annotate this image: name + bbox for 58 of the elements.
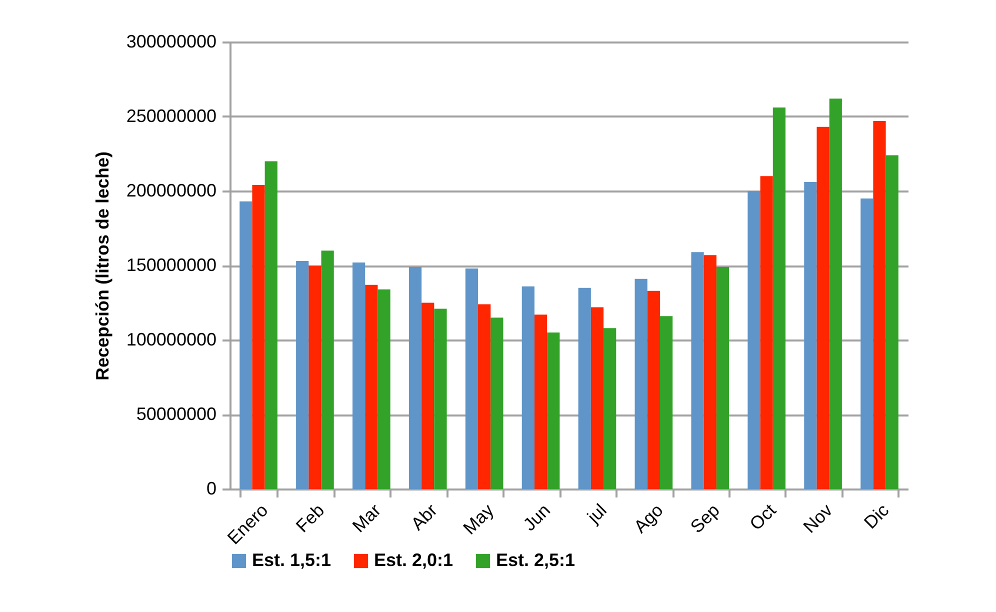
bar xyxy=(816,126,830,489)
bar xyxy=(240,201,252,489)
bar xyxy=(691,252,704,489)
bar xyxy=(634,278,648,489)
bar xyxy=(829,98,842,489)
y-tick-label: 250000000 xyxy=(126,106,216,126)
bar xyxy=(252,185,265,489)
x-tick-label: Abr xyxy=(407,500,442,534)
bar xyxy=(547,332,560,489)
bar xyxy=(604,328,616,489)
bar xyxy=(296,261,309,489)
y-tick-label: 200000000 xyxy=(126,180,216,200)
bar xyxy=(378,289,390,489)
bar xyxy=(886,155,898,489)
bar xyxy=(434,308,447,489)
bar xyxy=(408,266,422,489)
bar xyxy=(422,302,434,489)
y-tick-label: 100000000 xyxy=(126,330,216,350)
y-axis-title: Recepción (litros de leche) xyxy=(92,151,112,381)
bar xyxy=(352,262,366,489)
bar xyxy=(873,120,886,489)
x-tick-label: May xyxy=(459,500,498,538)
bar xyxy=(321,250,334,489)
bar xyxy=(490,318,504,489)
bar xyxy=(590,307,604,489)
y-tick-label: 300000000 xyxy=(126,32,216,52)
y-tick-label: 150000000 xyxy=(126,255,216,275)
bar xyxy=(264,161,278,489)
bar xyxy=(716,266,730,489)
bar xyxy=(578,288,591,489)
bar xyxy=(704,255,716,489)
bar xyxy=(465,268,478,489)
x-tick-label: Oct xyxy=(746,500,780,534)
bar xyxy=(647,290,660,489)
bar xyxy=(522,286,534,489)
x-tick-label: Sep xyxy=(686,500,724,537)
legend-label: Est. 2,0:1 xyxy=(374,550,454,570)
bar xyxy=(478,304,491,489)
legend-label: Est. 1,5:1 xyxy=(252,550,332,570)
bar xyxy=(760,176,773,489)
y-tick-label: 50000000 xyxy=(136,404,216,424)
x-tick-label: Dic xyxy=(860,500,893,533)
bar xyxy=(860,198,874,489)
x-tick-label: Mar xyxy=(348,500,385,536)
x-tick-label: jul xyxy=(582,500,610,528)
bar xyxy=(365,284,378,489)
bar xyxy=(534,314,548,489)
x-tick-label: Ago xyxy=(630,500,667,537)
bar xyxy=(748,191,760,489)
x-tick-label: Feb xyxy=(292,500,328,536)
legend-label: Est. 2,5:1 xyxy=(496,550,576,570)
bar xyxy=(660,316,673,489)
bar xyxy=(804,182,817,489)
bar xyxy=(308,266,322,489)
y-tick-label: 0 xyxy=(206,478,216,498)
x-tick-label: Jun xyxy=(519,500,554,535)
x-tick-label: Nov xyxy=(799,500,836,537)
bar xyxy=(772,108,786,489)
